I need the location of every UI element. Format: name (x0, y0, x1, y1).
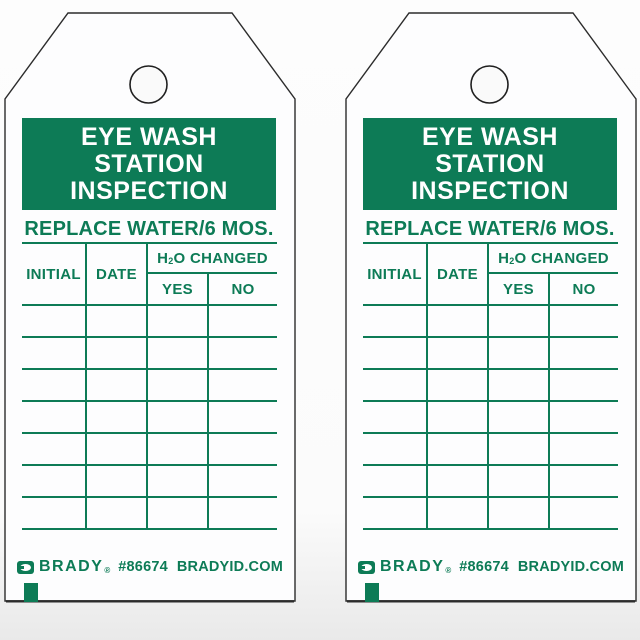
blank-cell (489, 336, 550, 368)
tag-title-banner: EYE WASH STATION INSPECTION (363, 118, 617, 210)
blank-cell (148, 496, 209, 528)
blank-cell (22, 336, 87, 368)
blank-cell (489, 368, 550, 400)
blank-cell (148, 432, 209, 464)
brady-logo-icon (357, 560, 375, 574)
blank-cell (489, 432, 550, 464)
blank-cell (22, 432, 87, 464)
hang-hole (470, 65, 509, 104)
blank-cell (22, 368, 87, 400)
blank-cell (428, 368, 489, 400)
replace-water-subtitle: REPLACE WATER/6 MOS. (24, 218, 274, 240)
blank-cell (148, 336, 209, 368)
tag-title-banner: EYE WASH STATION INSPECTION (22, 118, 276, 210)
blank-cell (209, 400, 277, 432)
blank-cell (550, 368, 618, 400)
blank-cell (209, 432, 277, 464)
blank-cell (87, 400, 148, 432)
green-corner-mark (24, 583, 38, 602)
blank-cell (489, 496, 550, 528)
blank-cell (22, 304, 87, 336)
blank-cell (550, 464, 618, 496)
blank-cell (489, 400, 550, 432)
blank-cell (209, 304, 277, 336)
blank-cell (550, 432, 618, 464)
blank-cell (428, 432, 489, 464)
blank-cell (209, 368, 277, 400)
inspection-tag-right: EYE WASH STATION INSPECTION REPLACE WATE… (345, 12, 637, 603)
brady-logo-icon (16, 560, 34, 574)
website-url: BRADYID.COM (176, 559, 283, 575)
blank-cell (87, 304, 148, 336)
title-line: EYE WASH (422, 123, 558, 151)
blank-cell (363, 368, 428, 400)
blank-cell (550, 496, 618, 528)
blank-cell (428, 336, 489, 368)
blank-cell (22, 400, 87, 432)
blank-cell (209, 336, 277, 368)
website-url: BRADYID.COM (517, 559, 624, 575)
hang-hole (129, 65, 168, 104)
blank-cell (428, 400, 489, 432)
blank-cell (22, 464, 87, 496)
blank-cell (148, 400, 209, 432)
column-header-initial: INITIAL (22, 244, 87, 304)
blank-cell (148, 368, 209, 400)
part-number: #86674 (459, 559, 509, 575)
column-header-yes: YES (489, 274, 550, 304)
blank-cell (148, 304, 209, 336)
brand-name: BRADY (38, 558, 104, 575)
column-header-no: NO (231, 280, 255, 298)
column-header-date: DATE (87, 244, 148, 304)
column-header-no: NO (572, 280, 596, 298)
title-line: EYE WASH (81, 123, 217, 151)
blank-cell (22, 496, 87, 528)
blank-cell (363, 496, 428, 528)
brady-footer: BRADY ® #86674 BRADYID.COM (355, 558, 627, 576)
blank-cell (363, 464, 428, 496)
blank-cell (87, 496, 148, 528)
blank-cell (87, 336, 148, 368)
blank-cell (209, 496, 277, 528)
blank-cell (428, 304, 489, 336)
blank-cell (209, 464, 277, 496)
registered-mark: ® (445, 566, 452, 575)
column-header-date: DATE (428, 244, 489, 304)
blank-cell (363, 336, 428, 368)
title-line: INSPECTION (411, 177, 569, 205)
blank-cell (428, 496, 489, 528)
blank-cell (363, 304, 428, 336)
blank-cell (428, 464, 489, 496)
blank-cell (148, 464, 209, 496)
inspection-tag-left: EYE WASH STATION INSPECTION REPLACE WATE… (4, 12, 296, 603)
blank-cell (489, 464, 550, 496)
part-number: #86674 (118, 559, 168, 575)
registered-mark: ® (104, 566, 111, 575)
column-header-yes: YES (148, 274, 209, 304)
title-line: STATION (94, 150, 204, 178)
blank-cell (550, 304, 618, 336)
title-line: STATION (435, 150, 545, 178)
blank-cell (87, 368, 148, 400)
title-line: INSPECTION (70, 177, 228, 205)
green-corner-mark (365, 583, 379, 602)
blank-cell (87, 464, 148, 496)
blank-cell (363, 400, 428, 432)
brand-name: BRADY (379, 558, 445, 575)
blank-cell (87, 432, 148, 464)
blank-cell (550, 400, 618, 432)
replace-water-subtitle: REPLACE WATER/6 MOS. (365, 218, 615, 240)
blank-cell (550, 336, 618, 368)
column-header-initial: INITIAL (363, 244, 428, 304)
brady-footer: BRADY ® #86674 BRADYID.COM (14, 558, 286, 576)
blank-cell (489, 304, 550, 336)
blank-cell (363, 432, 428, 464)
